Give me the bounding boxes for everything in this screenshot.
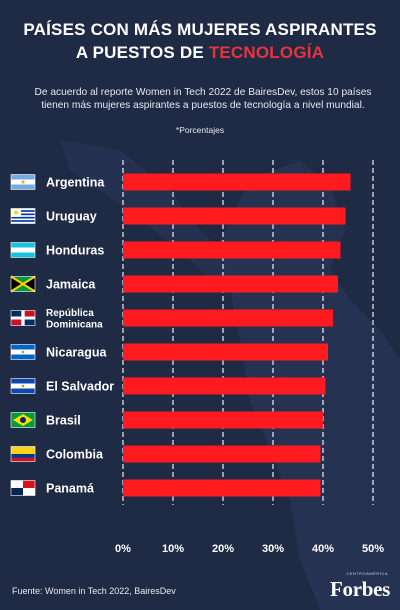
x-tick-label: 20%	[212, 543, 234, 555]
country-label: República Dominicana	[46, 308, 103, 331]
bar-row: El Salvador	[10, 377, 326, 395]
bar	[123, 275, 338, 293]
nicaragua-flag-icon	[10, 344, 36, 360]
brazil-flag-icon	[10, 412, 36, 428]
bar-row: Argentina	[10, 173, 351, 191]
bar-row: Panamá	[10, 479, 321, 497]
country-label: Uruguay	[46, 210, 97, 224]
bar-row: Colombia	[10, 445, 321, 463]
uruguay-flag-icon	[10, 208, 36, 224]
country-label: Nicaragua	[46, 346, 107, 360]
bar	[123, 479, 321, 497]
colombia-flag-icon	[10, 446, 36, 462]
country-label: Honduras	[46, 244, 104, 258]
country-label: Brasil	[46, 414, 81, 428]
unit-note: *Porcentajes	[175, 125, 225, 135]
country-label: Panamá	[46, 482, 94, 496]
bar-row: Brasil	[10, 411, 323, 429]
title-line-1: PAÍSES CON MÁS MUJERES ASPIRANTES	[23, 20, 377, 39]
brand-subtitle: CENTROAMÉRICA	[346, 571, 388, 576]
country-label: El Salvador	[46, 380, 114, 394]
source-note: Fuente: Women in Tech 2022, BairesDev	[12, 586, 176, 596]
bar-row: Nicaragua	[10, 343, 328, 361]
x-tick-label: 0%	[115, 543, 131, 555]
chart-title: PAÍSES CON MÁS MUJERES ASPIRANTES A PUES…	[0, 18, 400, 64]
country-label: Jamaica	[46, 278, 96, 292]
x-tick-label: 40%	[312, 543, 334, 555]
el-salvador-flag-icon	[10, 378, 36, 394]
bar	[123, 173, 351, 191]
bar	[123, 411, 323, 429]
country-label: Colombia	[46, 448, 104, 462]
panama-flag-icon	[10, 480, 36, 496]
bar-row: Uruguay	[10, 207, 346, 225]
bar-row: República Dominicana	[10, 308, 333, 331]
honduras-flag-icon	[10, 242, 36, 258]
forbes-logo: Forbes	[329, 577, 390, 601]
jamaica-flag-icon	[10, 275, 36, 293]
bar	[123, 343, 328, 361]
country-label: Argentina	[46, 176, 105, 190]
chart-subtitle: De acuerdo al reporte Women in Tech 2022…	[34, 87, 372, 111]
argentina-flag-icon	[10, 174, 36, 190]
country-label-line: Dominicana	[46, 320, 103, 331]
x-tick-label: 30%	[262, 543, 284, 555]
title-prefix: A PUESTOS DE	[75, 43, 209, 62]
bar-row: Honduras	[10, 241, 341, 259]
title-highlight: TECNOLOGÍA	[208, 43, 325, 62]
country-label-line: República	[46, 308, 94, 319]
dominican-republic-flag-icon	[10, 310, 36, 326]
bar	[123, 207, 346, 225]
bar	[123, 309, 333, 327]
bar	[123, 241, 341, 259]
x-tick-label: 10%	[162, 543, 184, 555]
x-tick-label: 50%	[362, 543, 384, 555]
title-line-2: A PUESTOS DE TECNOLOGÍA	[0, 41, 400, 64]
bar	[123, 377, 326, 395]
bar	[123, 445, 321, 463]
bar-row: Jamaica	[10, 275, 338, 293]
